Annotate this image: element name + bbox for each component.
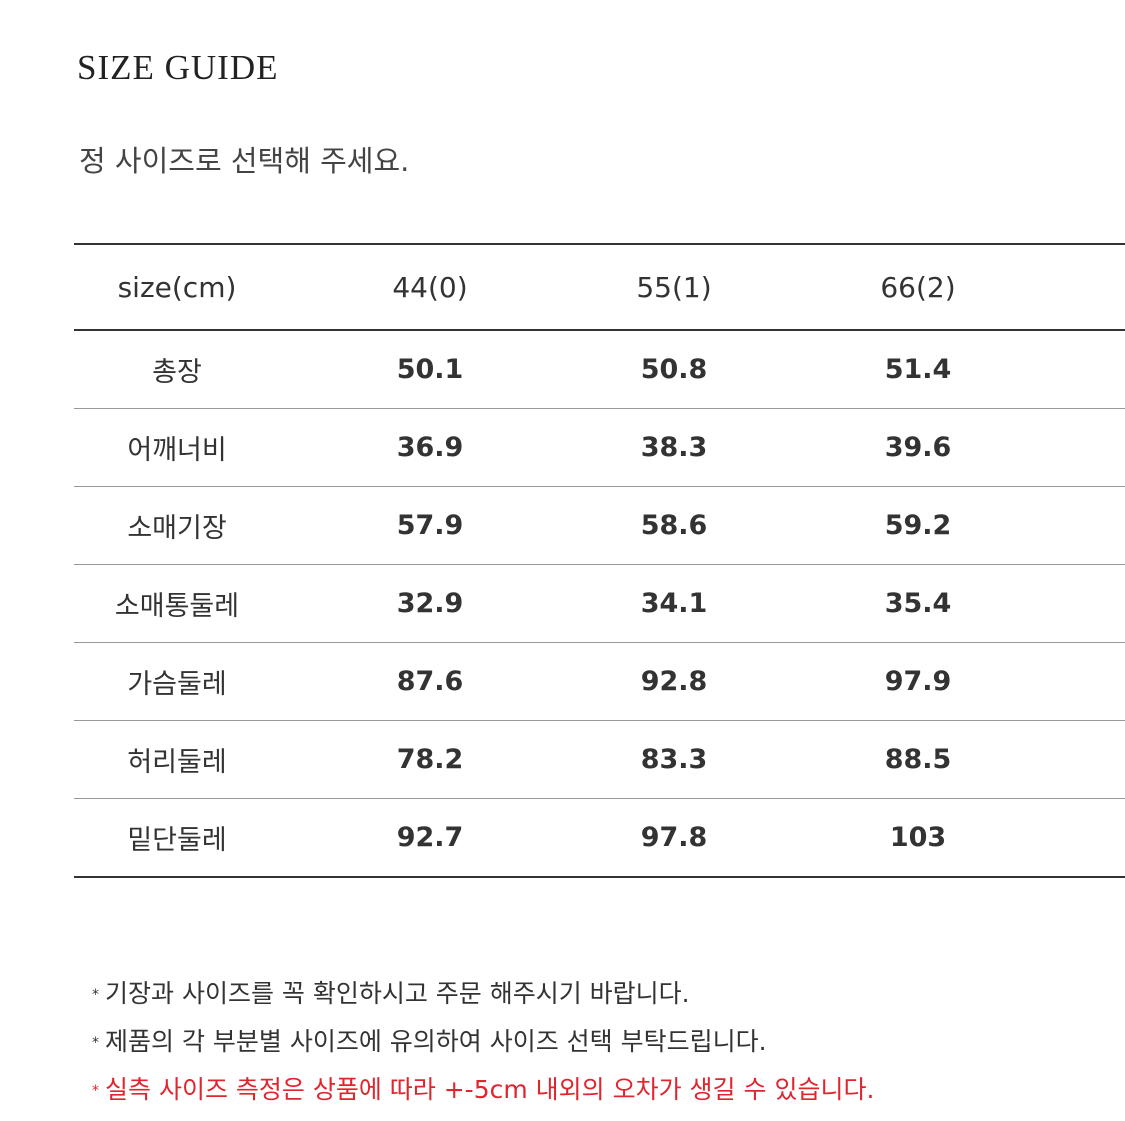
size-value: 50.1	[396, 354, 464, 385]
size-value: 87.6	[396, 666, 464, 697]
note-text: 기장과 사이즈를 꼭 확인하시고 주문 해주시기 바랍니다.	[105, 979, 690, 1008]
size-value: 39.6	[884, 432, 952, 463]
header-cell: 55(1)	[636, 270, 712, 304]
table-row: 총장 50.1 50.8 51.4	[74, 331, 1125, 409]
table-header-row: size(cm) 44(0) 55(1) 66(2)	[74, 245, 1125, 331]
size-value: 57.9	[396, 510, 464, 541]
table-row: 소매기장 57.9 58.6 59.2	[74, 487, 1125, 565]
header-cell: 66(2)	[880, 270, 956, 304]
bullet-icon: *	[92, 1035, 99, 1051]
row-label: 허리둘레	[127, 747, 227, 778]
note-item-warning: * 실측 사이즈 측정은 상품에 따라 +-5cm 내외의 오차가 생길 수 있습…	[92, 1071, 874, 1119]
bullet-icon: *	[92, 1083, 99, 1099]
size-value: 34.1	[640, 588, 708, 619]
size-value: 36.9	[396, 432, 464, 463]
size-value: 97.8	[640, 822, 708, 853]
size-value: 32.9	[396, 588, 464, 619]
bullet-icon: *	[92, 987, 99, 1003]
size-value: 58.6	[640, 510, 708, 541]
notes: * 기장과 사이즈를 꼭 확인하시고 주문 해주시기 바랍니다. * 제품의 각 부…	[92, 975, 874, 1119]
table-row: 허리둘레 78.2 83.3 88.5	[74, 721, 1125, 799]
row-label: 어깨너비	[127, 435, 227, 466]
size-value: 88.5	[884, 744, 952, 775]
size-value: 59.2	[884, 510, 952, 541]
row-label: 소매통둘레	[114, 591, 240, 622]
size-value: 92.7	[396, 822, 464, 853]
size-value: 78.2	[396, 744, 464, 775]
row-label: 가슴둘레	[127, 669, 227, 700]
size-value: 92.8	[640, 666, 708, 697]
header-cell: size(cm)	[117, 270, 237, 304]
size-value: 38.3	[640, 432, 708, 463]
table-row: 밑단둘레 92.7 97.8 103	[74, 799, 1125, 876]
table-row: 어깨너비 36.9 38.3 39.6	[74, 409, 1125, 487]
row-label: 소매기장	[127, 513, 227, 544]
size-value: 97.9	[884, 666, 952, 697]
note-item: * 제품의 각 부분별 사이즈에 유의하여 사이즈 선택 부탁드립니다.	[92, 1023, 874, 1071]
size-value: 50.8	[640, 354, 708, 385]
table-row: 가슴둘레 87.6 92.8 97.9	[74, 643, 1125, 721]
note-text: 실측 사이즈 측정은 상품에 따라 +-5cm 내외의 오차가 생길 수 있습니…	[105, 1075, 875, 1104]
table-row: 소매통둘레 32.9 34.1 35.4	[74, 565, 1125, 643]
row-label: 총장	[152, 357, 202, 388]
size-value: 35.4	[884, 588, 952, 619]
size-value: 83.3	[640, 744, 708, 775]
page-title: SIZE GUIDE	[77, 48, 279, 87]
note-text: 제품의 각 부분별 사이즈에 유의하여 사이즈 선택 부탁드립니다.	[105, 1027, 767, 1056]
note-item: * 기장과 사이즈를 꼭 확인하시고 주문 해주시기 바랍니다.	[92, 975, 874, 1023]
size-value: 51.4	[884, 354, 952, 385]
row-label: 밑단둘레	[127, 825, 227, 856]
size-table: size(cm) 44(0) 55(1) 66(2) 총장 50.1 50.8 51.…	[74, 243, 1125, 878]
header-cell: 44(0)	[392, 270, 468, 304]
size-value: 103	[889, 822, 947, 853]
page-subtitle: 정 사이즈로 선택해 주세요.	[79, 144, 410, 178]
